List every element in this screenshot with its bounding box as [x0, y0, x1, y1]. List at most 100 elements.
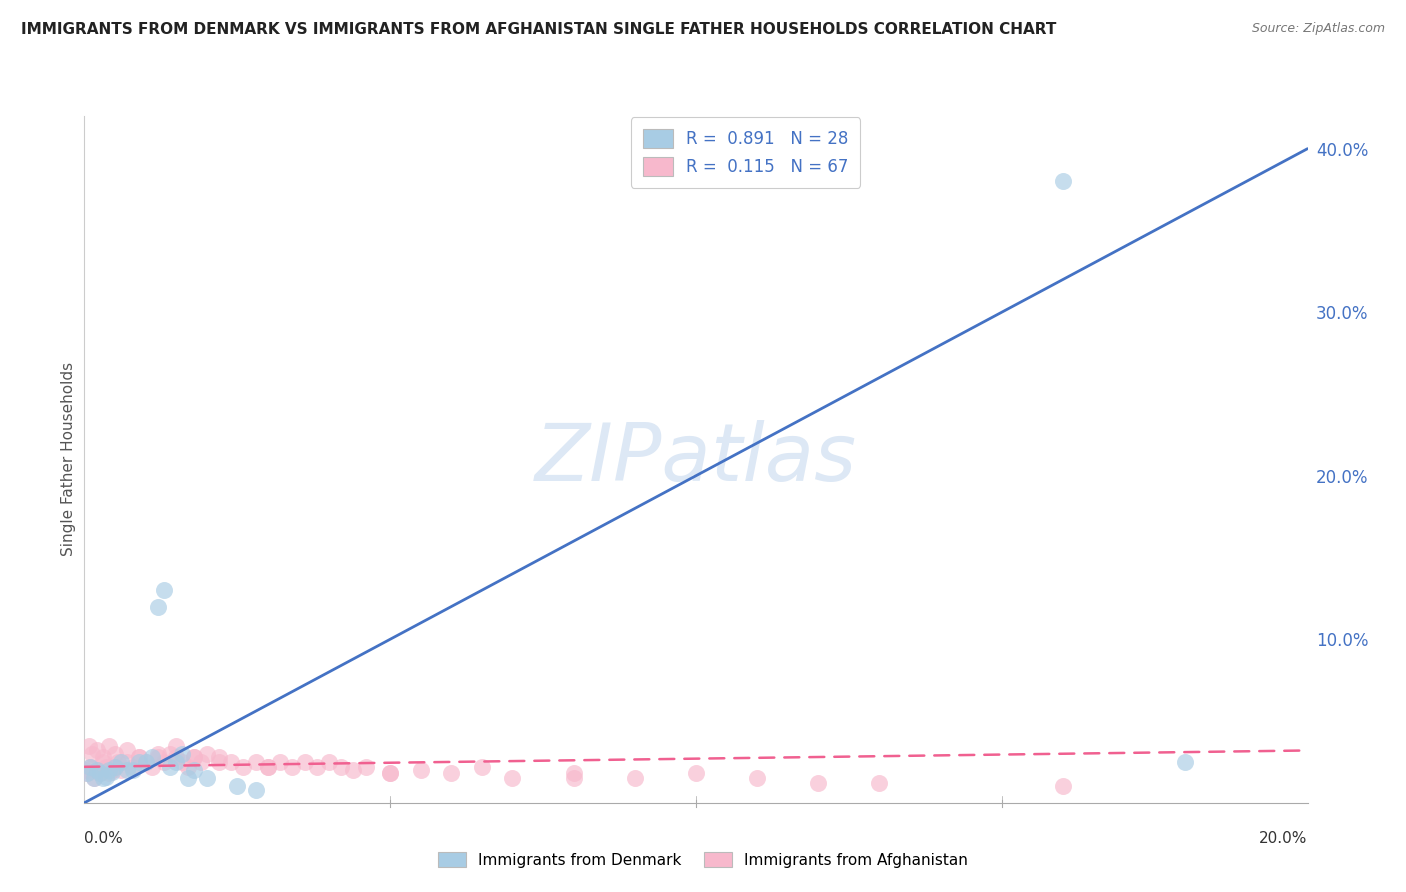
- Point: [97, 763, 120, 777]
- Point: [232, 760, 254, 774]
- Point: [128, 750, 150, 764]
- Point: [380, 766, 402, 780]
- Legend: Immigrants from Denmark, Immigrants from Afghanistan: Immigrants from Denmark, Immigrants from…: [430, 844, 976, 875]
- Point: [153, 755, 176, 769]
- Point: [86, 763, 108, 777]
- Point: [165, 739, 187, 753]
- Point: [101, 764, 124, 779]
- Point: [195, 747, 218, 761]
- Point: [208, 750, 231, 764]
- Point: [562, 771, 585, 786]
- Point: [245, 755, 267, 769]
- Point: [83, 771, 105, 786]
- Point: [208, 755, 231, 769]
- Point: [104, 760, 127, 774]
- Point: [146, 747, 169, 761]
- Point: [122, 763, 145, 777]
- Point: [190, 755, 212, 769]
- Point: [146, 750, 169, 764]
- Point: [269, 755, 291, 769]
- Point: [89, 766, 111, 780]
- Point: [502, 771, 524, 786]
- Point: [177, 771, 200, 786]
- Point: [869, 776, 891, 790]
- Point: [94, 770, 117, 784]
- Point: [146, 599, 169, 614]
- Point: [440, 766, 463, 780]
- Point: [104, 747, 127, 761]
- Point: [128, 755, 150, 769]
- Point: [110, 763, 132, 777]
- Point: [128, 750, 150, 764]
- Point: [79, 760, 101, 774]
- Point: [141, 750, 163, 764]
- Point: [219, 755, 242, 769]
- Point: [89, 766, 111, 780]
- Point: [141, 760, 163, 774]
- Point: [807, 776, 830, 790]
- Point: [83, 771, 105, 786]
- Point: [318, 755, 340, 769]
- Point: [76, 766, 98, 780]
- Point: [97, 766, 120, 780]
- Point: [91, 750, 114, 764]
- Point: [245, 782, 267, 797]
- Point: [562, 766, 585, 780]
- Y-axis label: Single Father Households: Single Father Households: [60, 362, 76, 557]
- Point: [177, 760, 200, 774]
- Point: [91, 755, 114, 769]
- Point: [305, 760, 328, 774]
- Point: [281, 760, 304, 774]
- Point: [226, 780, 249, 794]
- Point: [135, 755, 157, 769]
- Point: [91, 771, 114, 786]
- Point: [77, 739, 100, 753]
- Point: [159, 747, 181, 761]
- Point: [86, 763, 108, 777]
- Point: [110, 755, 132, 769]
- Point: [380, 766, 402, 780]
- Point: [747, 771, 769, 786]
- Point: [165, 750, 187, 764]
- Point: [354, 760, 377, 774]
- Point: [409, 763, 432, 777]
- Point: [1174, 755, 1197, 769]
- Text: Source: ZipAtlas.com: Source: ZipAtlas.com: [1251, 22, 1385, 36]
- Point: [97, 739, 120, 753]
- Point: [107, 755, 129, 769]
- Point: [183, 750, 205, 764]
- Point: [685, 766, 707, 780]
- Text: ZIPatlas: ZIPatlas: [534, 420, 858, 499]
- Point: [79, 760, 101, 774]
- Point: [76, 766, 98, 780]
- Point: [86, 743, 108, 757]
- Point: [624, 771, 647, 786]
- Point: [183, 763, 205, 777]
- Point: [294, 755, 316, 769]
- Text: 20.0%: 20.0%: [1260, 831, 1308, 846]
- Point: [165, 755, 187, 769]
- Point: [1052, 780, 1074, 794]
- Point: [159, 760, 181, 774]
- Point: [115, 763, 138, 777]
- Point: [172, 747, 194, 761]
- Point: [115, 755, 138, 769]
- Legend: R =  0.891   N = 28, R =  0.115   N = 67: R = 0.891 N = 28, R = 0.115 N = 67: [631, 118, 860, 187]
- Point: [104, 760, 127, 774]
- Point: [101, 763, 124, 777]
- Point: [153, 583, 176, 598]
- Point: [1052, 174, 1074, 188]
- Point: [80, 747, 103, 761]
- Point: [94, 760, 117, 774]
- Point: [471, 760, 494, 774]
- Point: [195, 771, 218, 786]
- Point: [342, 763, 364, 777]
- Point: [122, 760, 145, 774]
- Point: [172, 755, 194, 769]
- Point: [330, 760, 353, 774]
- Point: [257, 760, 280, 774]
- Text: 0.0%: 0.0%: [84, 831, 124, 846]
- Point: [75, 763, 97, 777]
- Point: [135, 755, 157, 769]
- Point: [115, 743, 138, 757]
